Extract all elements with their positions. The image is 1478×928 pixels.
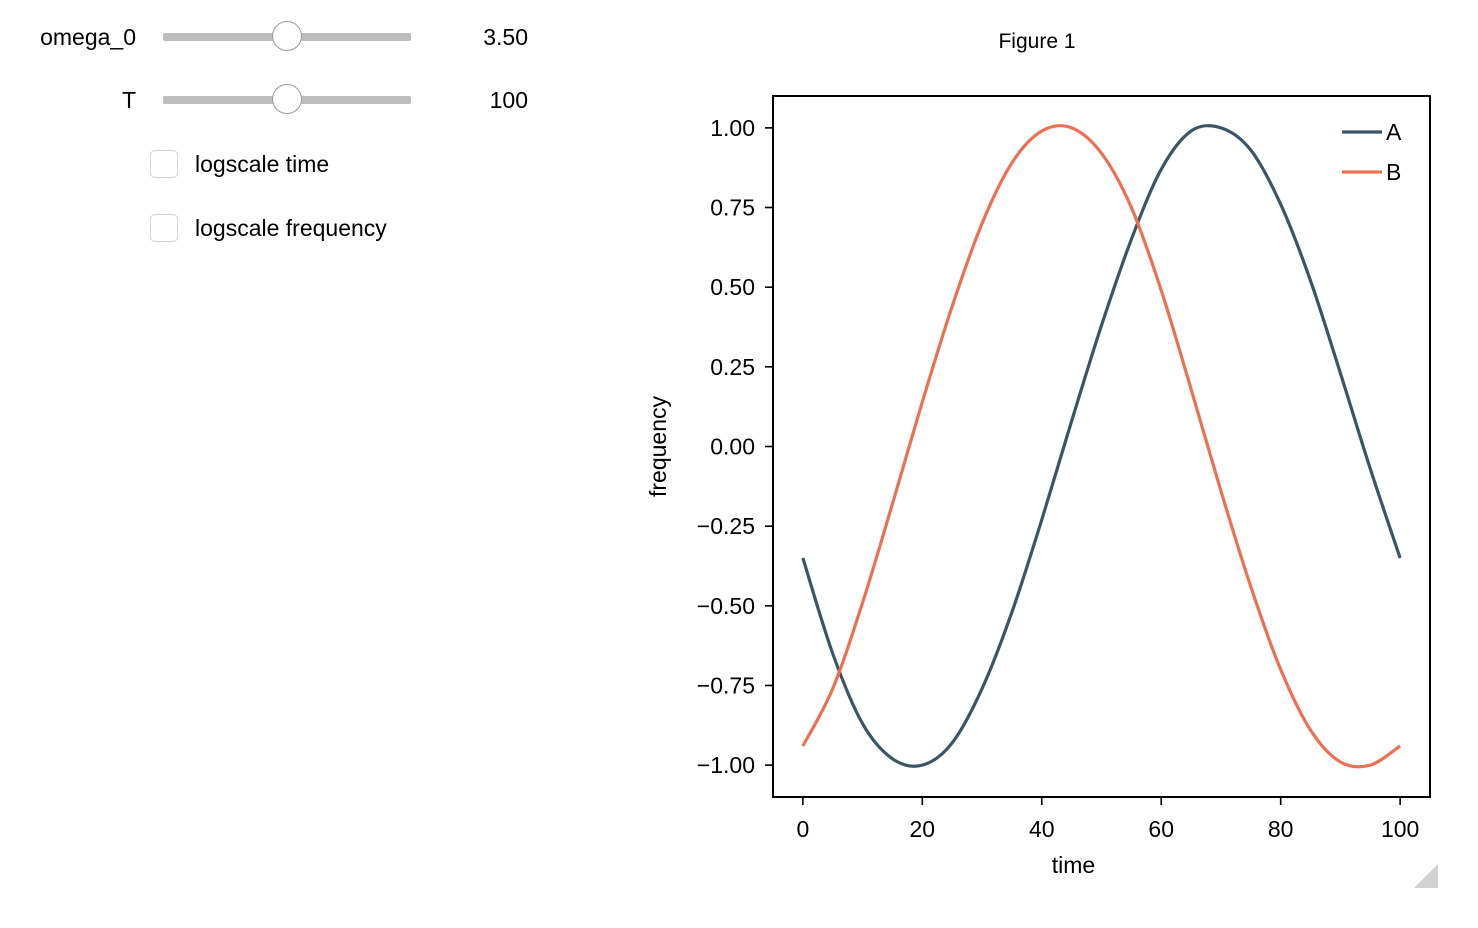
- y-axis-label: frequency: [645, 396, 671, 498]
- omega-slider-track[interactable]: [163, 21, 411, 51]
- x-tick-label: 60: [1148, 816, 1174, 842]
- logscale-time-label[interactable]: logscale time: [195, 151, 330, 177]
- x-tick-label: 0: [796, 816, 809, 842]
- y-tick-label: 1.00: [710, 115, 755, 141]
- series-line-b: [801, 124, 1402, 769]
- t-slider-handle[interactable]: [272, 84, 302, 114]
- omega-slider-label: omega_0: [40, 24, 136, 50]
- resize-grip-icon[interactable]: [1414, 864, 1438, 888]
- y-tick-label: −1.00: [697, 752, 755, 778]
- y-tick-label: 0.75: [710, 195, 755, 221]
- line-chart: 0 20 40 60 80 100 1.00 0.75 0.50 0.25 0.00 −0.25 −0.…: [645, 95, 1431, 878]
- logscale-time-checkbox-row[interactable]: logscale time: [150, 147, 490, 181]
- omega-slider-handle[interactable]: [272, 21, 302, 51]
- omega-slider-row: omega_0 3.50: [0, 17, 560, 57]
- figure-canvas[interactable]: Figure 1 0 20 40 60 80 100 1.00 0.75 0.50 0.25 0.0…: [600, 0, 1478, 928]
- plot-axes-frame: [772, 95, 1431, 798]
- x-tick-label: 80: [1268, 816, 1294, 842]
- y-tick-label: 0.25: [710, 354, 755, 380]
- series-line-a: [801, 124, 1402, 768]
- omega-slider-readout[interactable]: 3.50: [483, 24, 528, 50]
- y-tick-label: −0.75: [697, 672, 755, 698]
- t-slider-readout[interactable]: 100: [489, 87, 528, 113]
- logscale-frequency-label[interactable]: logscale frequency: [195, 215, 387, 241]
- controls-panel: omega_0 3.50 T 100 logscale time logscal…: [0, 0, 560, 300]
- t-slider-row: T 100: [0, 80, 560, 120]
- legend-label-a: A: [1386, 119, 1402, 145]
- x-tick-label: 100: [1381, 816, 1419, 842]
- y-tick-label: −0.50: [697, 593, 755, 619]
- x-tick-label: 20: [910, 816, 936, 842]
- legend-label-b: B: [1386, 159, 1401, 185]
- y-tick-label: 0.50: [710, 274, 755, 300]
- x-axis-label: time: [1052, 852, 1095, 878]
- logscale-frequency-checkbox[interactable]: [150, 214, 178, 242]
- figure-title: Figure 1: [998, 30, 1076, 53]
- logscale-time-checkbox[interactable]: [150, 150, 178, 178]
- y-tick-label: 0.00: [710, 434, 755, 460]
- x-tick-label: 40: [1029, 816, 1055, 842]
- t-slider-label: T: [121, 87, 136, 113]
- t-slider-track[interactable]: [163, 84, 411, 114]
- y-tick-label: −0.25: [697, 513, 755, 539]
- logscale-frequency-checkbox-row[interactable]: logscale frequency: [150, 211, 490, 245]
